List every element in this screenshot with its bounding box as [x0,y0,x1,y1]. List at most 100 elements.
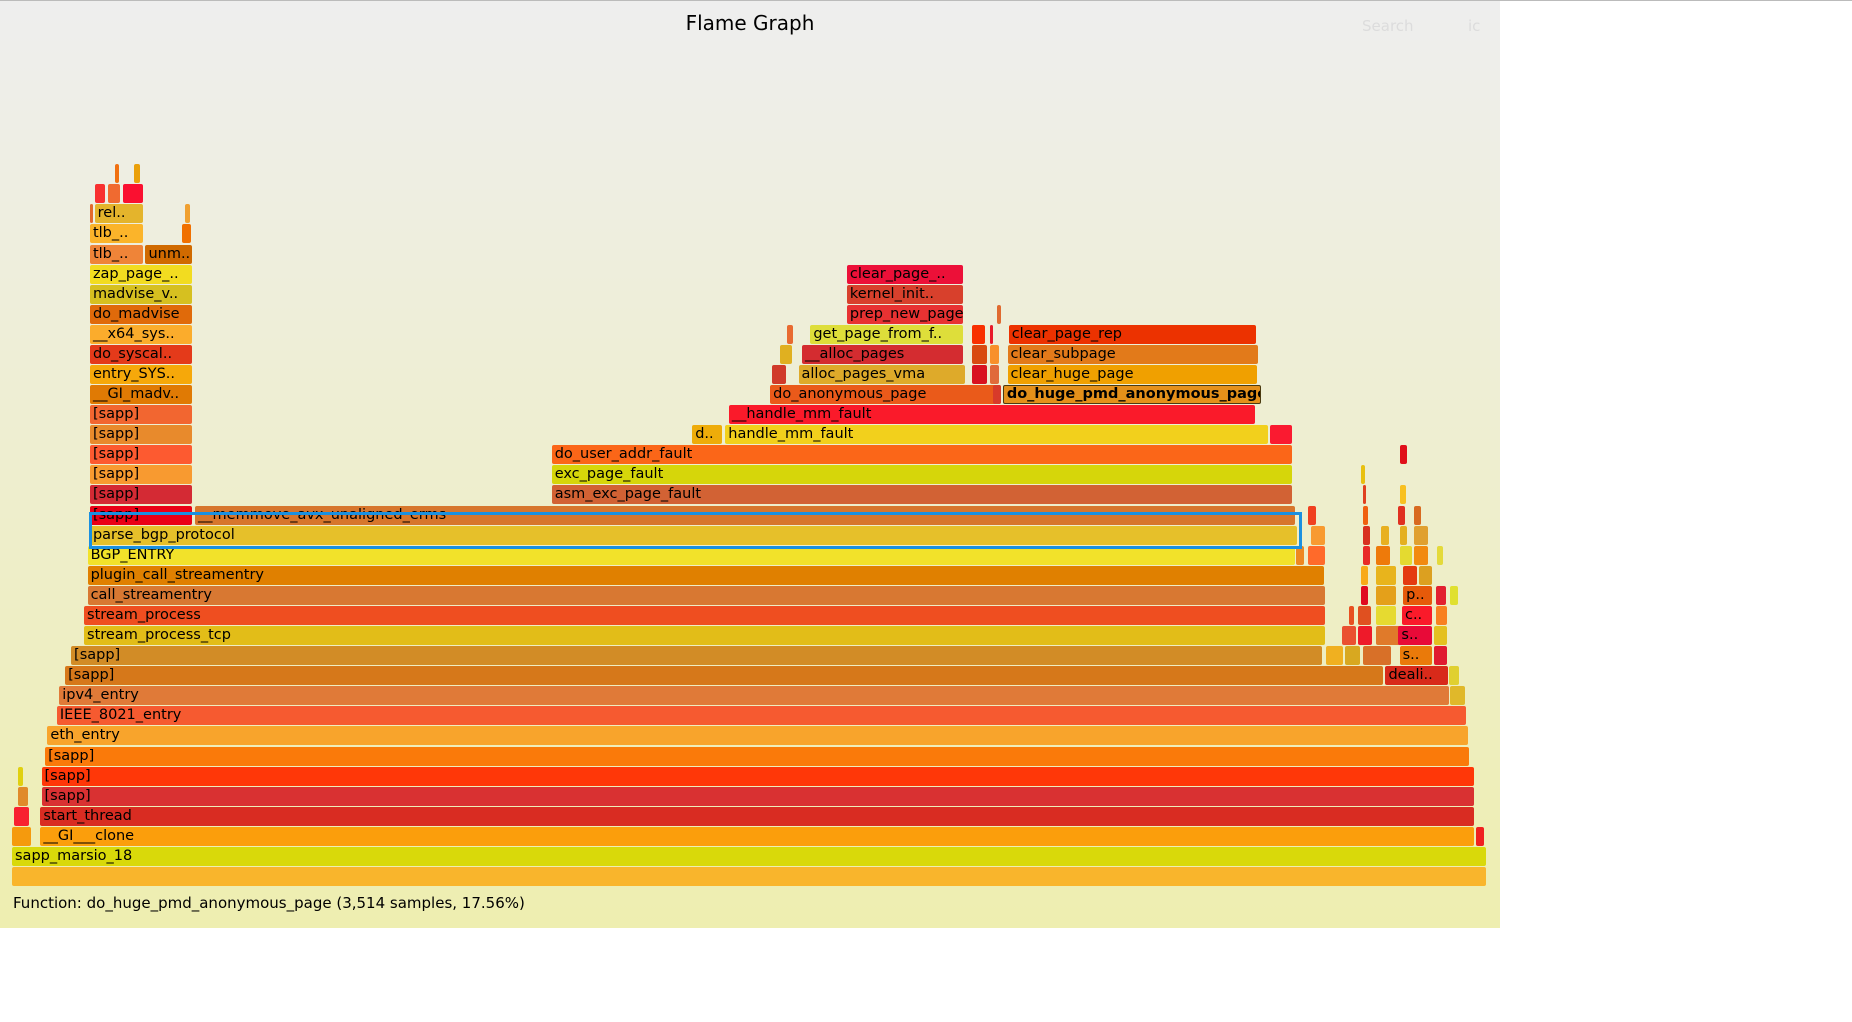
ignore-case-toggle[interactable]: ic [1468,17,1481,35]
frame[interactable] [1449,666,1460,686]
frame[interactable] [772,365,786,384]
frame[interactable] [1400,445,1407,465]
frame-zap-page[interactable]: zap_page_.. [89,264,192,284]
frame-unm[interactable]: unm.. [145,244,192,264]
frame-entry-sys[interactable]: entry_SYS.. [89,365,192,384]
frame-kernel-init[interactable]: kernel_init.. [846,284,963,304]
frame-ipv4-entry[interactable]: ipv4_entry [59,686,1450,706]
frame-plugin-call-streamentry[interactable]: plugin_call_streamentry [87,565,1325,585]
frame-tlb[interactable]: tlb_.. [89,244,144,264]
frame[interactable] [12,826,32,846]
frame[interactable] [1435,585,1446,605]
frame-d[interactable]: d.. [692,425,722,445]
frame[interactable] [1308,505,1316,525]
frame-sapp[interactable]: [sapp] [89,425,192,445]
frame[interactable] [1361,585,1368,605]
frame-sapp[interactable]: [sapp] [89,505,192,525]
frame-tlb[interactable]: tlb_.. [89,224,144,244]
frame[interactable] [133,164,141,184]
frame-rel[interactable]: rel.. [94,204,144,224]
frame-sapp[interactable]: [sapp] [89,445,192,465]
frame[interactable] [107,184,121,204]
frame[interactable] [1375,605,1397,625]
frame-prep-new-page[interactable]: prep_new_page [846,304,963,324]
frame[interactable] [786,324,794,344]
frame-gi-clone[interactable]: __GI___clone [40,826,1475,846]
frame-clear-subpage[interactable]: clear_subpage [1007,344,1259,364]
frame-do-user-addr-fault[interactable]: do_user_addr_fault [551,445,1293,465]
frame[interactable] [1435,605,1447,625]
frame[interactable] [1311,525,1325,545]
frame-bgp-entry[interactable]: BGP_ENTRY [87,545,1295,565]
frame-sapp[interactable]: [sapp] [45,746,1470,766]
frame-x64-sys[interactable]: __x64_sys.. [89,324,192,344]
frame-sapp[interactable]: [sapp] [41,766,1475,786]
frame[interactable] [1358,626,1373,646]
frame[interactable] [1349,605,1355,625]
frame-sapp-marsio-18[interactable]: sapp_marsio_18 [12,846,1486,866]
frame-do-syscal[interactable]: do_syscal.. [89,344,192,364]
frame-do-anonymous-page[interactable]: do_anonymous_page [770,385,1001,405]
frame[interactable] [779,344,792,364]
frame-s[interactable]: s.. [1398,626,1432,646]
frame-p[interactable]: p.. [1403,585,1432,605]
frame-clear-huge-page[interactable]: clear_huge_page [1007,365,1257,384]
frame[interactable] [1414,505,1421,525]
frame[interactable] [989,365,1000,384]
frame-stream-process[interactable]: stream_process [84,605,1326,625]
frame[interactable] [1362,505,1369,525]
frame-handle-mm-fault[interactable]: handle_mm_fault [725,425,1268,445]
frame-start-thread[interactable]: start_thread [40,806,1475,826]
frame[interactable] [1296,545,1305,565]
frame[interactable] [1449,585,1458,605]
frame[interactable] [1344,646,1361,666]
frame[interactable] [1375,545,1390,565]
frame-sapp[interactable]: [sapp] [41,786,1475,806]
frame[interactable] [1434,646,1447,666]
frame-sapp[interactable]: [sapp] [89,405,192,425]
frame[interactable] [123,184,144,204]
frame-deali[interactable]: deali.. [1385,666,1449,686]
frame[interactable] [1403,565,1417,585]
frame-s[interactable]: s.. [1399,646,1432,666]
frame-gi-madv[interactable]: __GI_madv.. [89,385,192,405]
frame[interactable] [17,786,28,806]
frame[interactable] [1375,565,1397,585]
frame[interactable] [1434,626,1448,646]
frame-ieee-8021-entry[interactable]: IEEE_8021_entry [56,706,1466,726]
frame[interactable] [1362,485,1367,505]
frame[interactable] [971,365,988,384]
frame-sapp[interactable]: [sapp] [89,485,192,505]
frame[interactable] [181,224,192,244]
frame[interactable] [14,806,29,826]
frame-do-madvise[interactable]: do_madvise [89,304,192,324]
frame[interactable] [1361,465,1366,485]
frame-sapp[interactable]: [sapp] [65,666,1384,686]
search-button[interactable]: Search [1362,17,1414,35]
frame[interactable] [1269,425,1293,445]
frame[interactable] [1358,605,1372,625]
frame[interactable] [1414,545,1429,565]
frame-memmove-avx-unaligned-erms[interactable]: __memmove_avx_unaligned_erms [195,505,1295,525]
frame[interactable] [1399,485,1406,505]
frame-madvise-v[interactable]: madvise_v.. [89,284,192,304]
frame-exc-page-fault[interactable]: exc_page_fault [551,465,1293,485]
frame[interactable] [1398,505,1406,525]
frame-eth-entry[interactable]: eth_entry [47,726,1469,746]
frame[interactable] [1362,545,1370,565]
frame[interactable] [1308,545,1325,565]
frame-do-huge-pmd-anonymous-page[interactable]: do_huge_pmd_anonymous_page [1002,385,1262,405]
frame[interactable] [17,766,23,786]
frame[interactable] [1418,565,1432,585]
frame[interactable] [971,324,985,344]
frame[interactable] [989,324,994,344]
frame[interactable] [1414,525,1429,545]
frame-sapp[interactable]: [sapp] [89,465,192,485]
frame[interactable] [1361,565,1369,585]
frame[interactable] [1362,646,1392,666]
frame[interactable] [89,204,94,224]
frame-clear-page[interactable]: clear_page_.. [846,264,963,284]
frame[interactable] [992,385,1001,405]
frame[interactable] [115,164,119,184]
frame-handle-mm-fault[interactable]: __handle_mm_fault [728,405,1255,425]
